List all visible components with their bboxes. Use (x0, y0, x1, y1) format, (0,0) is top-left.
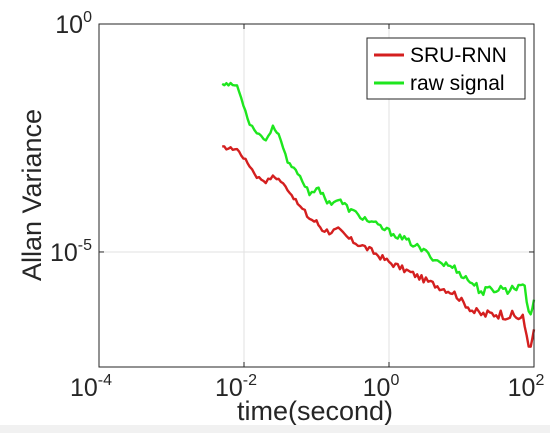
tick-layer: 10-4 10-2 100 102 100 10-5 (50, 9, 545, 402)
y-tick-label: 10-5 (50, 237, 92, 267)
y-tick-label: 100 (55, 9, 92, 39)
legend-box (366, 37, 526, 100)
plot-frame (98, 23, 535, 368)
y-axis-label: Allan Variance (17, 109, 47, 281)
x-axis-label: time(second) (237, 396, 393, 426)
legend-label-raw-signal: raw signal (410, 72, 505, 95)
legend: SRU-RNN raw signal (366, 37, 526, 100)
x-tick-label: 100 (363, 372, 400, 402)
series-layer (221, 81, 536, 348)
legend-label-sru-rnn: SRU-RNN (410, 44, 507, 67)
x-tick-label: 102 (508, 372, 545, 402)
x-tick-label: 10-4 (70, 372, 112, 402)
series-line-raw-signal (221, 81, 536, 316)
x-tick-label: 10-2 (215, 372, 257, 402)
series-line-sru-rnn (222, 145, 536, 348)
bottom-band (0, 425, 550, 433)
